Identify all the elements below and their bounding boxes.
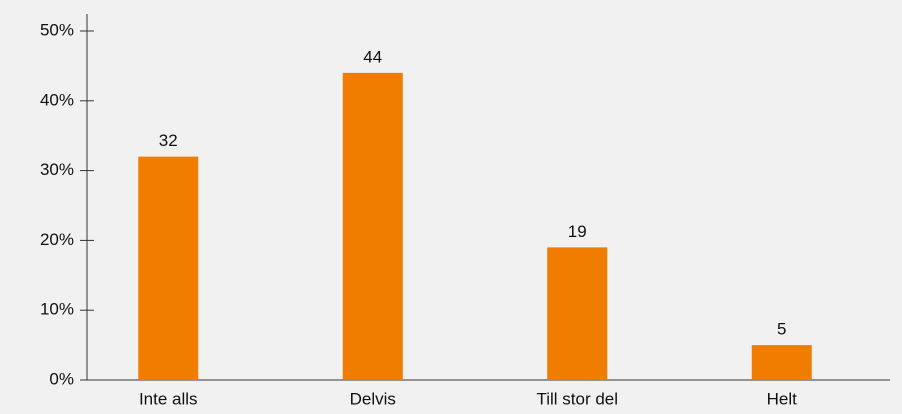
- bar: [547, 247, 608, 380]
- bar: [138, 156, 199, 380]
- bar: [751, 345, 812, 380]
- y-tick-label: 30%: [40, 160, 74, 179]
- data-label: 5: [777, 320, 786, 339]
- y-tick-label: 20%: [40, 230, 74, 249]
- y-tick-label: 50%: [40, 20, 74, 39]
- x-tick-label: Inte alls: [139, 389, 198, 408]
- x-tick-label: Till stor del: [536, 389, 618, 408]
- data-label: 44: [363, 47, 382, 66]
- data-label: 32: [159, 131, 178, 150]
- x-tick-label: Delvis: [350, 389, 396, 408]
- y-tick-label: 0%: [49, 369, 74, 388]
- data-label: 19: [568, 222, 587, 241]
- x-tick-label: Helt: [767, 389, 798, 408]
- y-tick-label: 40%: [40, 90, 74, 109]
- bar: [342, 72, 403, 380]
- y-tick-label: 10%: [40, 300, 74, 319]
